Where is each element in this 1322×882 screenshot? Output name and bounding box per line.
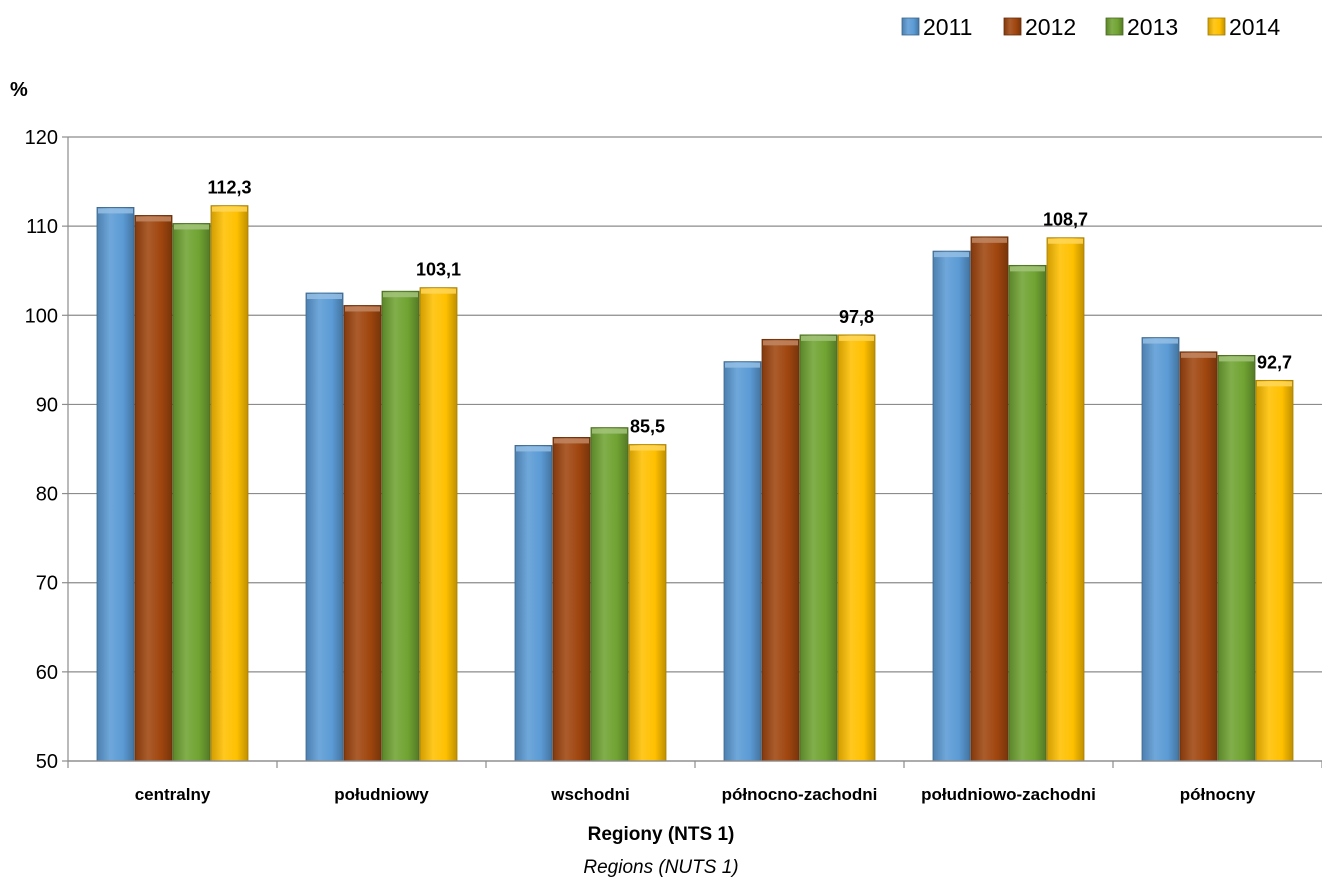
- bar-2011-wschodni: [514, 445, 553, 762]
- bar-2014-wschodni: [628, 444, 667, 762]
- bar-highlight: [1257, 381, 1292, 387]
- bar-2011-północno-zachodni: [723, 361, 762, 762]
- bar-highlight: [1010, 266, 1045, 272]
- legend-label: 2013: [1127, 14, 1178, 40]
- bar-2014-południowo-zachodni: [1046, 237, 1085, 762]
- y-tick-label: 50: [36, 751, 58, 773]
- bar-2014-południowy: [419, 287, 458, 762]
- bar-highlight: [1181, 352, 1216, 358]
- bar-highlight: [972, 237, 1007, 243]
- bar-2012-północny: [1179, 351, 1218, 762]
- bar-highlight: [1048, 238, 1083, 244]
- x-tick-label: południowo-zachodni: [921, 785, 1096, 804]
- bar-2013-południowo-zachodni: [1008, 264, 1047, 762]
- x-tick-label: północny: [1180, 785, 1256, 804]
- data-label: 97,8: [839, 307, 874, 327]
- legend-label: 2014: [1229, 14, 1280, 40]
- bar-highlight: [98, 208, 133, 214]
- bar-highlight: [307, 294, 342, 299]
- legend-swatch: [1207, 17, 1226, 36]
- y-tick-label: 90: [36, 394, 58, 416]
- bar-2012-wschodni: [552, 437, 591, 762]
- axes: [67, 137, 1322, 768]
- y-tick-label: 100: [25, 305, 58, 327]
- bar-highlight: [383, 292, 418, 298]
- bar-highlight: [554, 438, 589, 444]
- data-label: 112,3: [207, 178, 251, 198]
- legend-label: 2011: [923, 14, 972, 40]
- bar-highlight: [136, 216, 171, 222]
- y-tick-label: 60: [36, 662, 58, 684]
- data-labels: 112,3 103,1 85,5 97,8 108,7 92,7: [207, 178, 1292, 437]
- legend-item-2014: 2014: [1207, 14, 1280, 40]
- x-tick-label: północno-zachodni: [722, 785, 878, 804]
- bar-2013-północno-zachodni: [799, 334, 838, 762]
- bar-highlight: [630, 445, 665, 451]
- bar-2011-południowo-zachodni: [932, 250, 971, 762]
- bars: [96, 205, 1294, 762]
- bar-2012-południowy: [343, 305, 382, 762]
- data-label: 108,7: [1043, 210, 1088, 230]
- bar-2014-północny: [1255, 379, 1294, 762]
- bar-highlight: [174, 224, 209, 230]
- legend-label: 2012: [1025, 14, 1076, 40]
- bar-highlight: [763, 340, 798, 346]
- bar-2011-centralny: [96, 207, 135, 762]
- legend-swatch: [901, 17, 920, 36]
- y-tick-label: 110: [26, 216, 58, 238]
- data-label: 103,1: [416, 260, 461, 280]
- y-axis-label: %: [10, 79, 28, 101]
- legend: 2011 2012 2013 2014: [901, 14, 1280, 40]
- bar-2011-południowy: [305, 292, 344, 762]
- bar-highlight: [934, 252, 969, 258]
- bar-2012-centralny: [134, 215, 173, 762]
- x-axis-subtitle: Regions (NUTS 1): [583, 857, 738, 878]
- bar-2011-północny: [1141, 337, 1180, 762]
- y-axis-ticks: 50 60 70 80 90 100 110 120: [25, 127, 58, 773]
- bar-2013-północny: [1217, 354, 1256, 762]
- x-tick-label: centralny: [135, 785, 211, 804]
- bar-highlight: [1143, 338, 1178, 344]
- bar-highlight: [212, 206, 247, 212]
- legend-item-2011: 2011: [901, 14, 972, 40]
- legend-swatch: [1003, 17, 1022, 36]
- legend-swatch: [1105, 17, 1124, 36]
- bar-highlight: [345, 306, 380, 312]
- bar-2013-wschodni: [590, 427, 629, 762]
- bar-highlight: [1219, 356, 1254, 362]
- y-tick-label: 70: [36, 573, 58, 595]
- bar-2013-centralny: [172, 223, 211, 762]
- bar-2014-centralny: [210, 205, 249, 762]
- bar-2012-północno-zachodni: [761, 338, 800, 762]
- bar-highlight: [839, 335, 874, 341]
- legend-item-2013: 2013: [1105, 14, 1178, 40]
- bar-2012-południowo-zachodni: [970, 236, 1009, 762]
- bar-2013-południowy: [381, 290, 420, 762]
- bar-highlight: [801, 335, 836, 341]
- bar-2014-północno-zachodni: [837, 334, 876, 762]
- y-tick-label: 120: [25, 127, 58, 149]
- bar-highlight: [516, 446, 551, 452]
- data-label: 85,5: [630, 417, 665, 437]
- x-axis-title: Regiony (NTS 1): [588, 824, 735, 845]
- x-tick-label: południowy: [334, 785, 429, 804]
- bar-highlight: [421, 288, 456, 294]
- gridlines: [62, 136, 1322, 762]
- x-tick-label: wschodni: [550, 785, 629, 804]
- legend-item-2012: 2012: [1003, 14, 1076, 40]
- x-axis-categories: centralny południowy wschodni północno-zach…: [135, 785, 1256, 804]
- y-tick-label: 80: [36, 484, 58, 506]
- bar-highlight: [725, 362, 760, 368]
- data-label: 92,7: [1257, 352, 1292, 372]
- bar-highlight: [592, 428, 627, 434]
